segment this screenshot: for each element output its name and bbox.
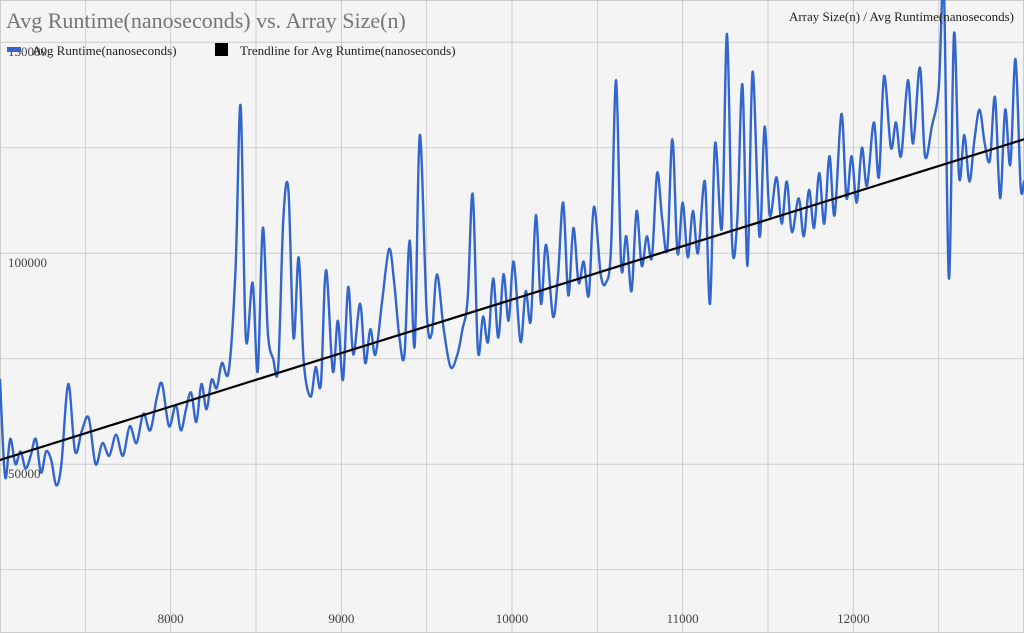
series-line-avg-runtime[interactable] <box>0 0 1024 487</box>
x-tick-label: 9000 <box>328 611 354 626</box>
x-tick-label: 12000 <box>837 611 870 626</box>
x-tick-label: 11000 <box>667 611 699 626</box>
legend-label-avg-runtime: Avg Runtime(nanoseconds) <box>32 43 177 58</box>
y-tick-label: 100000 <box>8 255 47 270</box>
legend-label-trendline: Trendline for Avg Runtime(nanoseconds) <box>240 43 456 58</box>
x-tick-label: 8000 <box>158 611 184 626</box>
x-tick-label: 10000 <box>496 611 529 626</box>
legend-item-avg-runtime[interactable]: Avg Runtime(nanoseconds) <box>7 43 177 58</box>
legend-swatch-trendline <box>215 43 228 56</box>
trendline-line[interactable] <box>0 138 1024 462</box>
legend-item-trendline[interactable]: Trendline for Avg Runtime(nanoseconds) <box>215 43 456 58</box>
chart-title: Avg Runtime(nanoseconds) vs. Array Size(… <box>6 8 406 33</box>
y-tick-label: 50000 <box>8 466 41 481</box>
legend[interactable]: Avg Runtime(nanoseconds) Trendline for A… <box>7 43 456 58</box>
series-layer <box>0 0 1024 487</box>
legend-swatch-avg-runtime <box>7 47 21 52</box>
axis-title: Array Size(n) / Avg Runtime(nanoseconds) <box>789 9 1014 24</box>
